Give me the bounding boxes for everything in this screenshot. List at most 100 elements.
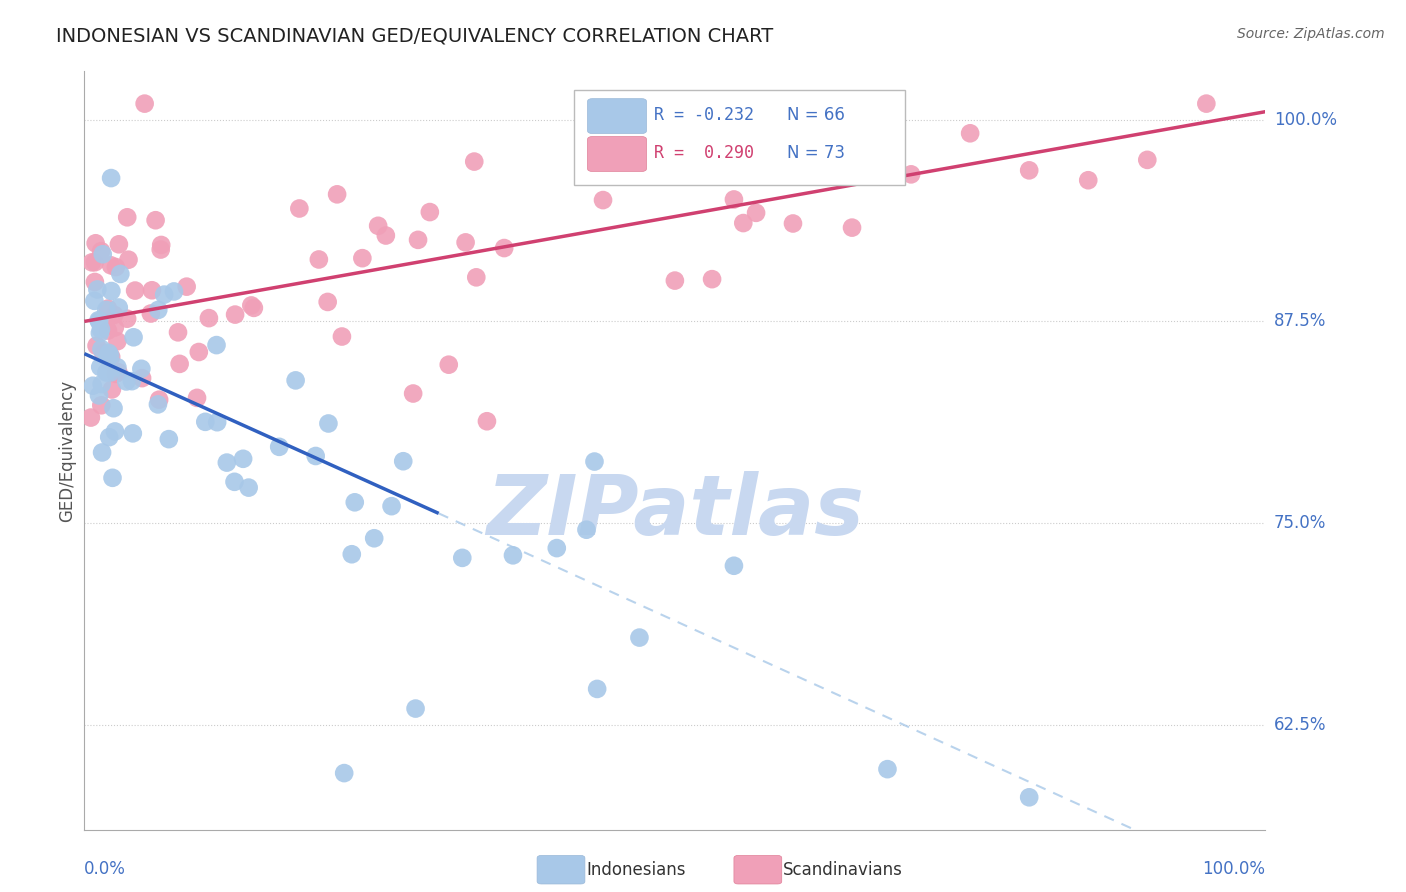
FancyBboxPatch shape xyxy=(588,136,647,171)
Point xyxy=(224,475,246,489)
Point xyxy=(101,383,124,397)
Point xyxy=(97,301,120,316)
Text: ZIPatlas: ZIPatlas xyxy=(486,471,863,551)
Point xyxy=(374,228,396,243)
Point xyxy=(475,414,498,428)
Point xyxy=(900,167,922,181)
Point xyxy=(115,311,138,326)
Point xyxy=(419,205,441,219)
Point xyxy=(96,302,118,317)
Point xyxy=(97,350,120,364)
Point xyxy=(84,236,107,251)
Point xyxy=(1077,173,1099,187)
Point xyxy=(107,365,129,379)
Point xyxy=(198,311,221,326)
Point xyxy=(583,454,606,468)
Point xyxy=(100,350,122,364)
Point xyxy=(104,320,127,334)
Point xyxy=(100,284,122,298)
Point xyxy=(451,550,474,565)
Point xyxy=(205,338,228,352)
Point xyxy=(240,298,263,312)
Point xyxy=(124,284,146,298)
Point xyxy=(343,495,366,509)
Point xyxy=(340,547,363,561)
Point xyxy=(100,258,122,272)
Point xyxy=(502,549,524,563)
Text: N = 66: N = 66 xyxy=(787,106,845,124)
FancyBboxPatch shape xyxy=(575,90,905,186)
Point xyxy=(80,410,103,425)
Point xyxy=(148,302,170,317)
Point xyxy=(586,681,609,696)
Point xyxy=(1018,163,1040,178)
Point xyxy=(318,417,340,431)
Point xyxy=(91,445,114,459)
Point xyxy=(733,216,755,230)
Point xyxy=(224,308,246,322)
Point xyxy=(352,251,374,265)
Point xyxy=(104,367,127,381)
Point xyxy=(121,374,143,388)
Point xyxy=(145,213,167,227)
Point xyxy=(1018,790,1040,805)
Point xyxy=(186,391,208,405)
Point xyxy=(269,440,291,454)
Point xyxy=(100,365,122,379)
Text: R =  0.290: R = 0.290 xyxy=(654,145,754,162)
Y-axis label: GED/Equivalency: GED/Equivalency xyxy=(58,379,76,522)
Point xyxy=(333,766,356,780)
Point xyxy=(305,449,328,463)
Point xyxy=(169,357,191,371)
Point xyxy=(90,244,112,259)
Point xyxy=(700,272,723,286)
Text: 87.5%: 87.5% xyxy=(1274,312,1326,330)
Point xyxy=(153,287,176,301)
Point xyxy=(546,541,568,555)
Point xyxy=(1136,153,1159,167)
Point xyxy=(405,701,427,715)
Point xyxy=(121,426,143,441)
Text: Source: ZipAtlas.com: Source: ZipAtlas.com xyxy=(1237,27,1385,41)
Point xyxy=(87,388,110,402)
Point xyxy=(103,401,125,416)
Point xyxy=(194,415,217,429)
Point xyxy=(876,762,898,776)
Point xyxy=(330,329,353,343)
Point xyxy=(628,631,651,645)
Point xyxy=(108,237,131,252)
Point xyxy=(308,252,330,267)
Point xyxy=(723,558,745,573)
Text: 100.0%: 100.0% xyxy=(1202,860,1265,878)
Point xyxy=(89,314,111,328)
Text: 0.0%: 0.0% xyxy=(84,860,127,878)
Point xyxy=(146,397,169,411)
Point xyxy=(215,456,238,470)
Text: INDONESIAN VS SCANDINAVIAN GED/EQUIVALENCY CORRELATION CHART: INDONESIAN VS SCANDINAVIAN GED/EQUIVALEN… xyxy=(56,27,773,45)
Point xyxy=(326,187,349,202)
Point xyxy=(86,339,108,353)
Point xyxy=(163,285,186,299)
Text: Indonesians: Indonesians xyxy=(586,861,686,879)
Point xyxy=(149,243,172,257)
Point xyxy=(91,247,114,261)
Point xyxy=(83,255,105,269)
Text: 62.5%: 62.5% xyxy=(1274,715,1326,734)
Point xyxy=(90,377,112,392)
Point xyxy=(380,499,402,513)
Point xyxy=(575,523,598,537)
Text: 75.0%: 75.0% xyxy=(1274,514,1326,532)
Point xyxy=(745,206,768,220)
Text: R = -0.232: R = -0.232 xyxy=(654,106,754,124)
Point xyxy=(363,531,385,545)
Text: N = 73: N = 73 xyxy=(787,145,845,162)
Point xyxy=(87,313,110,327)
Point xyxy=(284,373,307,387)
Point xyxy=(80,255,103,269)
Point xyxy=(115,211,138,225)
Point xyxy=(91,345,114,359)
Point xyxy=(232,451,254,466)
Point xyxy=(82,378,104,392)
Point xyxy=(89,359,111,374)
Point xyxy=(288,202,311,216)
